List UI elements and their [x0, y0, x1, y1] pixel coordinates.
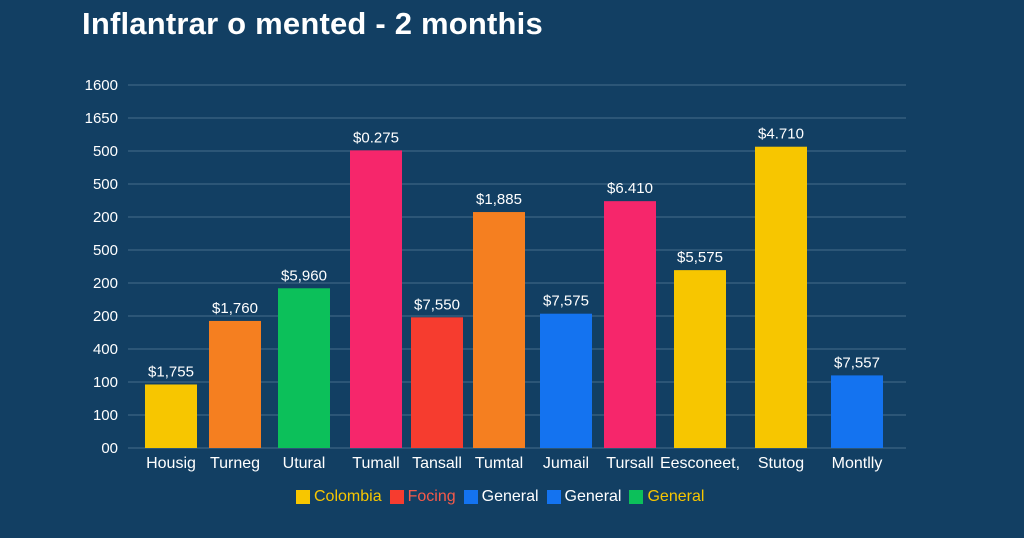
- x-tick-label: Jumail: [543, 455, 589, 472]
- x-tick-label: Utural: [283, 455, 326, 472]
- legend-item: Colombia: [296, 488, 382, 506]
- legend-item: Focing: [389, 488, 456, 506]
- data-label: $5,575: [677, 249, 723, 266]
- bar: [604, 201, 656, 448]
- y-tick-label: 500: [93, 242, 118, 259]
- y-axis-ticks: 00 100 100 400 200 200 500 200 500 500 1650 1600: [85, 77, 118, 457]
- legend: Colombia Focing General General General: [296, 488, 712, 506]
- chart-title: Inflantrar o mented - 2 monthis: [82, 6, 543, 41]
- bar: [473, 212, 525, 448]
- legend-label: General: [564, 488, 622, 505]
- legend-label: Focing: [407, 488, 456, 505]
- x-tick-label: Montlly: [832, 455, 883, 472]
- bar: [350, 150, 402, 448]
- data-label: $7,550: [414, 296, 460, 313]
- legend-label: General: [481, 488, 539, 505]
- x-axis-ticks: Housig Turneg Utural Tumall Tansall Tumtal Jum…: [146, 455, 882, 472]
- x-tick-label: Tursall: [606, 455, 653, 472]
- y-tick-label: 200: [93, 308, 118, 325]
- y-tick-label: 1650: [85, 110, 118, 127]
- data-label: $7,557: [834, 354, 880, 371]
- y-tick-label: 400: [93, 341, 118, 358]
- y-tick-label: 500: [93, 176, 118, 193]
- bar: [831, 375, 883, 448]
- data-label: $5,960: [281, 267, 327, 284]
- data-label: $1,760: [212, 300, 258, 317]
- data-label: $6.410: [607, 180, 653, 197]
- x-tick-label: Eesconeet,: [660, 455, 740, 472]
- legend-swatch: [463, 490, 478, 504]
- legend-swatch: [546, 490, 561, 504]
- legend-label: Colombia: [314, 488, 382, 505]
- bar: [145, 384, 197, 448]
- legend-swatch: [296, 490, 310, 504]
- y-tick-label: 00: [101, 440, 118, 457]
- data-label: $1,885: [476, 191, 522, 208]
- y-tick-label: 200: [93, 209, 118, 226]
- y-tick-label: 500: [93, 143, 118, 160]
- x-tick-label: Tumall: [352, 455, 399, 472]
- x-tick-label: Stutog: [758, 455, 804, 472]
- bar: [540, 313, 592, 448]
- x-tick-label: Tumtal: [475, 455, 523, 472]
- bars: [145, 146, 883, 448]
- x-tick-label: Turneg: [210, 455, 260, 472]
- data-labels: $1,755 $1,760 $5,960 $0.275 $7,550 $1,885 $7,5…: [148, 126, 880, 381]
- legend-item: General: [463, 488, 539, 506]
- bar: [755, 146, 807, 448]
- y-tick-label: 100: [93, 374, 118, 391]
- bar: [209, 320, 261, 448]
- bar: [674, 270, 726, 448]
- y-tick-label: 1600: [85, 77, 118, 94]
- legend-item: General: [546, 488, 622, 506]
- data-label: $4.710: [758, 126, 804, 143]
- y-tick-label: 100: [93, 407, 118, 424]
- data-label: $7,575: [543, 293, 589, 310]
- y-tick-label: 200: [93, 275, 118, 292]
- bar: [278, 288, 330, 448]
- bar: [411, 317, 463, 448]
- legend-item: General: [629, 488, 704, 506]
- legend-swatch: [629, 490, 644, 504]
- x-tick-label: Tansall: [412, 455, 462, 472]
- x-tick-label: Housig: [146, 455, 196, 472]
- legend-swatch: [389, 490, 404, 504]
- data-label: $1,755: [148, 363, 194, 380]
- legend-label: General: [647, 488, 705, 505]
- data-label: $0.275: [353, 129, 399, 146]
